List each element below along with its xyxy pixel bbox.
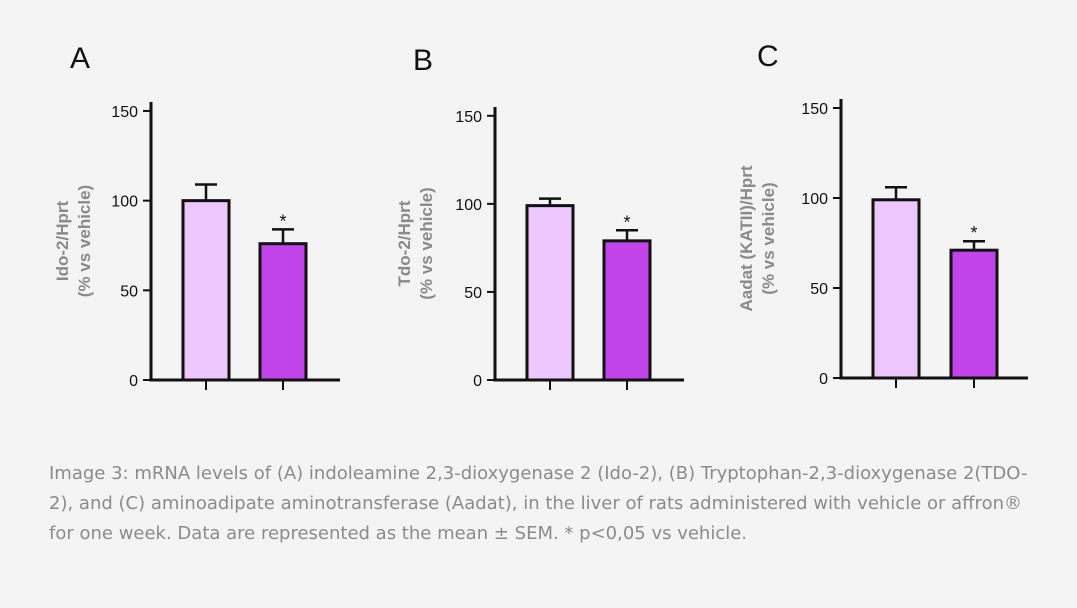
chart-panel-a: A 0 50 100 150 Ido-2/Hprt (% vs vehicle) * <box>53 42 340 390</box>
figure: A 0 50 100 150 Ido-2/Hprt (% vs vehicle) * B 0 50 1… <box>53 40 1028 390</box>
y-tick-label: 100 <box>455 197 482 214</box>
y-tick-label: 50 <box>464 285 482 302</box>
y-tick-label: 150 <box>111 104 138 121</box>
panel-letter: A <box>70 42 90 75</box>
panel-letter: B <box>413 44 433 77</box>
bar-affron <box>949 248 999 380</box>
y-tick-label: 0 <box>473 373 482 390</box>
y-axis-title: Ido-2/Hprt (% vs vehicle) <box>53 185 94 297</box>
y-axis-title: Tdo-2/Hprt (% vs vehicle) <box>395 187 436 299</box>
y-axis-title: Aadat (KATII)/Hprt (% vs vehicle) <box>737 165 778 311</box>
bar-vehicle <box>871 198 921 380</box>
chart-panel-b: B 0 50 100 150 Tdo-2/Hprt (% vs vehicle) * <box>395 44 684 390</box>
y-axis-title-line1: Tdo-2/Hprt <box>395 200 414 286</box>
y-tick-label: 50 <box>120 283 138 300</box>
significance-mark: * <box>279 211 286 231</box>
y-axis-title-line2: (% vs vehicle) <box>759 182 778 294</box>
significance-mark: * <box>623 212 630 232</box>
y-axis-title-line2: (% vs vehicle) <box>75 185 94 297</box>
y-tick-label: 150 <box>801 101 828 118</box>
y-axis-title-line1: Ido-2/Hprt <box>53 201 72 282</box>
bar-vehicle <box>181 199 231 382</box>
y-tick-label: 100 <box>111 194 138 211</box>
y-tick-label: 50 <box>810 281 828 298</box>
bar-affron <box>258 242 308 382</box>
chart-panel-c: C 0 50 100 150 Aadat (KATII)/Hprt (% vs vehicl… <box>737 40 1028 388</box>
y-tick-label: 0 <box>819 371 828 388</box>
significance-mark: * <box>970 223 977 243</box>
bar-affron <box>602 239 652 382</box>
y-axis-title-line2: (% vs vehicle) <box>417 187 436 299</box>
panel-letter: C <box>757 40 779 73</box>
bar-vehicle <box>525 204 575 382</box>
y-tick-label: 100 <box>801 191 828 208</box>
y-tick-label: 0 <box>129 373 138 390</box>
figure-caption: Image 3: mRNA levels of (A) indoleamine … <box>49 463 1028 544</box>
y-axis-title-line1: Aadat (KATII)/Hprt <box>737 165 756 311</box>
y-tick-label: 150 <box>455 109 482 126</box>
